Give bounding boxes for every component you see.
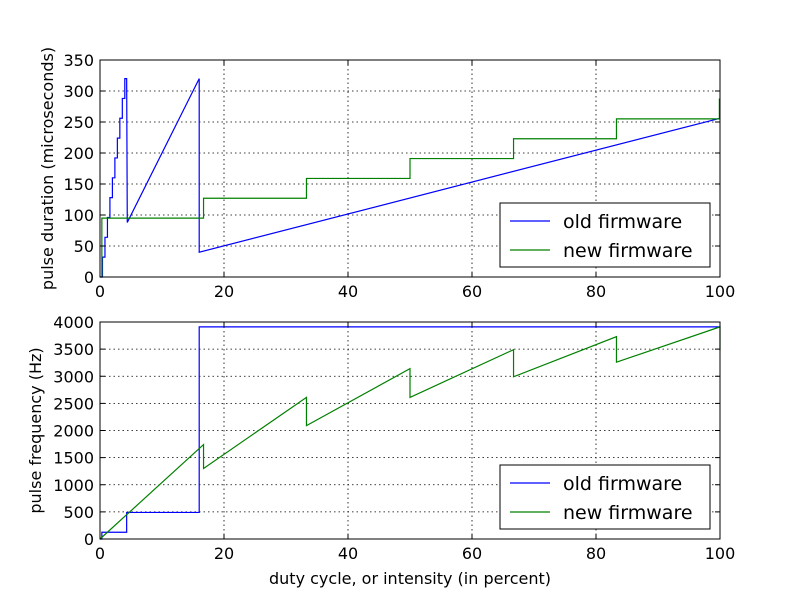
x-tick-label: 80 bbox=[586, 282, 606, 301]
y-tick-label: 1000 bbox=[53, 476, 94, 495]
y-tick-label: 2500 bbox=[53, 394, 94, 413]
x-tick-label: 100 bbox=[705, 282, 736, 301]
y-tick-label: 250 bbox=[63, 113, 94, 132]
chart-pulse-frequency: pulse frequency (Hz) duty cycle, or inte… bbox=[26, 313, 735, 588]
x-tick-label: 80 bbox=[586, 544, 606, 563]
x-tick-label: 60 bbox=[462, 544, 482, 563]
x-tick-label: 60 bbox=[462, 282, 482, 301]
legend: old firmware new firmware bbox=[499, 202, 711, 268]
y-tick-label: 0 bbox=[84, 530, 94, 549]
y-tick-label: 200 bbox=[63, 144, 94, 163]
y-tick-label: 3000 bbox=[53, 367, 94, 386]
x-tick-label: 0 bbox=[95, 544, 105, 563]
y-tick-label: 1500 bbox=[53, 449, 94, 468]
chart-pulse-duration: pulse duration (microseconds) 0 20 40 60 80 1… bbox=[38, 47, 735, 301]
legend-label: old firmware bbox=[563, 473, 682, 495]
y-tick-label: 100 bbox=[63, 206, 94, 225]
x-tick-label: 0 bbox=[95, 282, 105, 301]
y-axis-label: pulse frequency (Hz) bbox=[26, 347, 45, 513]
y-tick-label: 150 bbox=[63, 175, 94, 194]
legend-label: new firmware bbox=[563, 240, 693, 262]
x-axis-label: duty cycle, or intensity (in percent) bbox=[269, 569, 551, 588]
y-tick-label: 350 bbox=[63, 51, 94, 70]
y-axis-label: pulse duration (microseconds) bbox=[38, 47, 57, 290]
y-tick-label: 500 bbox=[63, 503, 94, 522]
y-tick-label: 50 bbox=[74, 237, 94, 256]
plot-frame bbox=[99, 59, 721, 278]
series-line-old-firmware bbox=[100, 78, 721, 278]
x-tick-label: 40 bbox=[338, 282, 358, 301]
y-tick-label: 300 bbox=[63, 82, 94, 101]
legend-label: old firmware bbox=[563, 211, 682, 233]
x-tick-label: 40 bbox=[338, 544, 358, 563]
y-tick-label: 3500 bbox=[53, 340, 94, 359]
legend-box bbox=[499, 202, 711, 268]
x-tick-label: 20 bbox=[214, 544, 234, 563]
legend: old firmware new firmware bbox=[499, 464, 711, 530]
x-tick-label: 100 bbox=[705, 544, 736, 563]
legend-box bbox=[499, 464, 711, 530]
x-tick-label: 20 bbox=[214, 282, 234, 301]
y-tick-label: 2000 bbox=[53, 422, 94, 441]
series-line-new-firmware bbox=[99, 326, 721, 540]
y-tick-label: 0 bbox=[84, 268, 94, 287]
series-line-new-firmware bbox=[100, 98, 720, 278]
y-tick-label: 4000 bbox=[53, 313, 94, 332]
legend-label: new firmware bbox=[563, 502, 693, 524]
